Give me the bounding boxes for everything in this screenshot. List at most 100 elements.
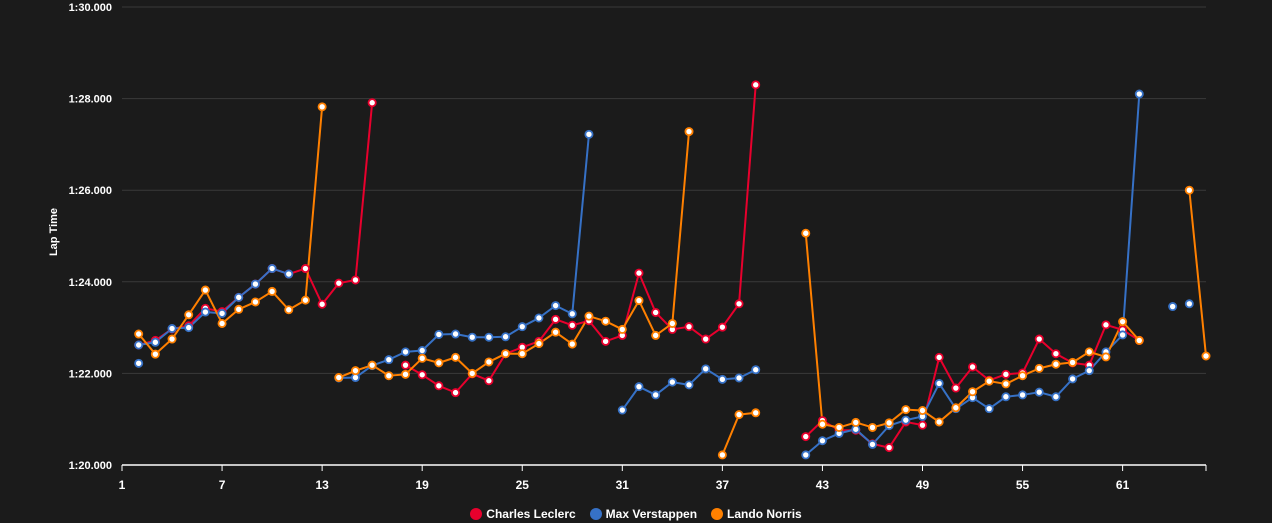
- data-point: [367, 98, 377, 108]
- data-point: [817, 419, 827, 429]
- x-tick-label: 31: [616, 478, 630, 492]
- data-point: [1101, 320, 1111, 330]
- data-point: [200, 285, 210, 295]
- data-point: [134, 329, 144, 339]
- data-point: [451, 352, 461, 362]
- y-axis-title: Lap Time: [48, 208, 60, 256]
- data-point: [734, 410, 744, 420]
- series-charles-leclerc: [138, 84, 1140, 449]
- data-point: [751, 408, 761, 418]
- data-point: [434, 381, 444, 391]
- data-point: [817, 436, 827, 446]
- data-point: [417, 370, 427, 380]
- data-point: [150, 337, 160, 347]
- data-point: [601, 316, 611, 326]
- legend-label: Max Verstappen: [605, 507, 698, 521]
- data-point: [968, 387, 978, 397]
- data-point: [867, 439, 877, 449]
- data-point: [401, 360, 411, 370]
- data-point: [934, 378, 944, 388]
- data-point: [200, 307, 210, 317]
- series-line: [138, 102, 374, 346]
- data-point: [1001, 392, 1011, 402]
- data-point: [734, 299, 744, 309]
- y-tick-label: 1:24.000: [69, 277, 112, 289]
- data-point: [751, 365, 761, 375]
- x-axis-ticks: 1 7 13 19 25 31 37 43 49 55 61: [119, 465, 1207, 492]
- data-point: [617, 405, 627, 415]
- legend-item-charles-leclerc[interactable]: Charles Leclerc: [470, 507, 576, 521]
- legend-marker-icon: [711, 508, 724, 520]
- data-point: [451, 329, 461, 339]
- data-point: [417, 353, 427, 363]
- data-point: [1018, 371, 1028, 381]
- data-point: [534, 313, 544, 323]
- legend: Charles Leclerc Max Verstappen Lando Nor…: [0, 505, 1272, 523]
- data-point: [1118, 317, 1128, 327]
- data-point: [401, 369, 411, 379]
- data-point: [184, 323, 194, 333]
- data-point: [517, 322, 527, 332]
- data-point: [984, 376, 994, 386]
- data-point: [701, 334, 711, 344]
- legend-marker-icon: [470, 508, 483, 520]
- data-point: [317, 299, 327, 309]
- data-point: [884, 443, 894, 453]
- data-point: [1051, 349, 1061, 359]
- series-line: [137, 106, 324, 356]
- data-point: [534, 339, 544, 349]
- data-point: [651, 307, 661, 317]
- data-point: [1134, 89, 1144, 99]
- data-point: [501, 349, 511, 359]
- x-tick-label: 7: [219, 478, 226, 492]
- data-point: [134, 340, 144, 350]
- data-point: [217, 318, 227, 328]
- data-point: [1118, 330, 1128, 340]
- data-point: [567, 309, 577, 319]
- data-point: [651, 330, 661, 340]
- legend-item-lando-norris[interactable]: Lando Norris: [711, 507, 802, 521]
- grid-lines: [122, 6, 1206, 466]
- y-tick-label: 1:28.000: [69, 94, 112, 106]
- data-point: [334, 373, 344, 383]
- legend-marker-icon: [589, 508, 602, 520]
- data-point: [384, 355, 394, 365]
- lap-time-chart: 1:20.000 1:22.000 1:24.000 1:26.000 1:28.000…: [48, 2, 1211, 492]
- data-point: [517, 349, 527, 359]
- data-point: [601, 336, 611, 346]
- y-tick-label: 1:26.000: [69, 185, 112, 197]
- data-point: [1101, 352, 1111, 362]
- data-point: [334, 278, 344, 288]
- x-tick-label: 43: [816, 478, 830, 492]
- legend-label: Lando Norris: [727, 507, 802, 521]
- data-point: [501, 332, 511, 342]
- x-tick-label: 19: [416, 478, 430, 492]
- x-tick-label: 1: [119, 478, 126, 492]
- data-point: [417, 345, 427, 355]
- data-point: [717, 374, 727, 384]
- data-point: [567, 339, 577, 349]
- data-point: [1034, 363, 1044, 373]
- legend-item-max-verstappen[interactable]: Max Verstappen: [589, 507, 698, 521]
- data-point: [667, 377, 677, 387]
- y-tick-label: 1:20.000: [69, 460, 112, 472]
- series-line: [338, 134, 590, 379]
- data-point: [667, 318, 677, 328]
- data-point: [717, 322, 727, 332]
- data-point: [250, 279, 260, 289]
- x-tick-label: 25: [516, 478, 530, 492]
- data-point: [234, 304, 244, 314]
- data-point: [167, 334, 177, 344]
- data-point: [1051, 392, 1061, 402]
- data-point: [1168, 302, 1178, 312]
- data-point: [284, 305, 294, 315]
- series-line: [138, 267, 290, 346]
- data-point: [350, 366, 360, 376]
- data-point: [284, 269, 294, 279]
- series-line: [338, 131, 691, 379]
- data-point: [134, 358, 144, 368]
- data-point: [350, 275, 360, 285]
- data-point: [934, 352, 944, 362]
- markers-max-verstappen: [134, 89, 1144, 460]
- data-point: [701, 364, 711, 374]
